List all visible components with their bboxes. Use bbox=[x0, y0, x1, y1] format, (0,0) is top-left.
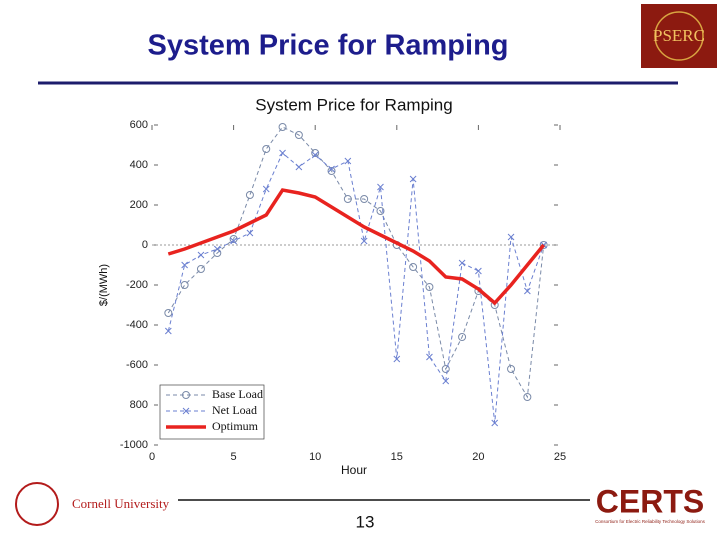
point-marker bbox=[230, 237, 237, 245]
cornell-text: Cornell University bbox=[72, 496, 170, 511]
point-marker bbox=[426, 353, 433, 361]
point-marker bbox=[294, 131, 303, 139]
point-marker bbox=[246, 229, 254, 237]
x-axis-label: Hour bbox=[341, 463, 367, 477]
series-line bbox=[167, 152, 545, 424]
point-marker bbox=[376, 207, 385, 215]
point-marker bbox=[278, 123, 287, 131]
point-marker bbox=[360, 237, 368, 245]
point-marker bbox=[213, 245, 221, 253]
point-marker bbox=[343, 195, 352, 203]
point-marker bbox=[491, 419, 499, 427]
point-marker bbox=[409, 263, 418, 271]
y-tick-label: 200 bbox=[130, 199, 148, 211]
certs-sub: Consortium for Electric Reliability Tech… bbox=[595, 519, 705, 524]
page-number: 13 bbox=[356, 512, 375, 531]
point-marker bbox=[523, 393, 532, 401]
y-tick-label: 400 bbox=[130, 159, 148, 171]
legend-marker bbox=[182, 407, 190, 415]
point-marker bbox=[245, 191, 254, 199]
x-tick-label: 10 bbox=[309, 451, 321, 463]
legend-box bbox=[159, 384, 265, 440]
point-marker bbox=[442, 377, 450, 385]
point-marker bbox=[475, 267, 482, 275]
y-tick-label: 0 bbox=[142, 239, 148, 251]
point-marker bbox=[180, 281, 189, 289]
series-line bbox=[167, 126, 545, 399]
x-tick-label: 0 bbox=[149, 451, 155, 463]
point-marker bbox=[164, 327, 172, 335]
point-marker bbox=[164, 309, 173, 317]
legend-marker bbox=[182, 391, 190, 399]
certs-text: CERTS bbox=[596, 483, 704, 519]
x-tick-label: 20 bbox=[472, 451, 484, 463]
point-marker bbox=[328, 165, 335, 173]
y-tick-label: -600 bbox=[126, 359, 148, 371]
x-tick-label: 25 bbox=[554, 451, 566, 463]
y-tick-label: 600 bbox=[130, 119, 148, 131]
point-marker bbox=[196, 265, 205, 273]
point-marker bbox=[311, 149, 320, 157]
point-marker bbox=[181, 261, 188, 269]
point-marker bbox=[524, 287, 531, 295]
point-marker bbox=[539, 241, 548, 249]
point-marker bbox=[279, 149, 286, 157]
legend-label: Optimum bbox=[212, 419, 259, 433]
legend-label: Net Load bbox=[212, 403, 257, 417]
point-marker bbox=[360, 195, 369, 203]
logo-ring bbox=[654, 11, 704, 61]
legend-label: Base Load bbox=[212, 387, 263, 401]
y-tick-label: 800 bbox=[130, 399, 148, 411]
y-tick-label: -200 bbox=[126, 279, 148, 291]
point-marker bbox=[458, 259, 466, 267]
point-marker bbox=[295, 163, 303, 171]
y-axis-label: $/(MWh) bbox=[98, 264, 110, 306]
point-marker bbox=[425, 283, 434, 291]
slide-title: System Price for Ramping bbox=[148, 30, 509, 62]
point-marker bbox=[507, 365, 516, 373]
pserc-text: PSERC bbox=[653, 26, 705, 45]
point-marker bbox=[458, 333, 467, 341]
point-marker bbox=[409, 175, 417, 183]
series-line bbox=[167, 188, 546, 306]
point-marker bbox=[507, 233, 515, 241]
point-marker bbox=[262, 185, 270, 193]
cornell-seal bbox=[15, 482, 59, 526]
x-tick-label: 15 bbox=[391, 451, 403, 463]
point-marker bbox=[393, 355, 401, 363]
pserc-logo bbox=[641, 4, 717, 68]
point-marker bbox=[262, 145, 271, 153]
point-marker bbox=[327, 167, 336, 175]
point-marker bbox=[377, 183, 384, 191]
point-marker bbox=[441, 365, 450, 373]
point-marker bbox=[197, 251, 205, 259]
point-marker bbox=[311, 151, 319, 159]
chart-title: System Price for Ramping bbox=[255, 95, 452, 114]
x-tick-label: 5 bbox=[231, 451, 237, 463]
point-marker bbox=[344, 157, 352, 165]
y-tick-label: -1000 bbox=[120, 439, 148, 451]
y-tick-label: -400 bbox=[126, 319, 148, 331]
